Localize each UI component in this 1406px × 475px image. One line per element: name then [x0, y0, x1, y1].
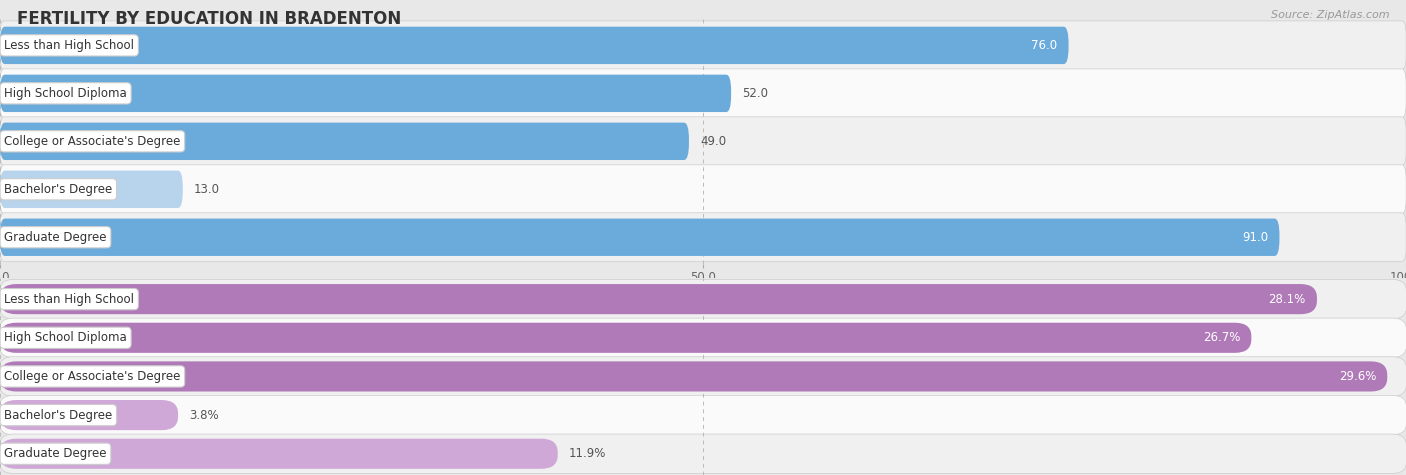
- FancyBboxPatch shape: [0, 439, 558, 469]
- Text: Less than High School: Less than High School: [4, 293, 134, 305]
- Text: High School Diploma: High School Diploma: [4, 87, 127, 100]
- FancyBboxPatch shape: [0, 395, 1406, 435]
- Text: 13.0: 13.0: [194, 183, 219, 196]
- FancyBboxPatch shape: [0, 318, 1406, 358]
- Text: 28.1%: 28.1%: [1268, 293, 1306, 305]
- Text: Bachelor's Degree: Bachelor's Degree: [4, 408, 112, 422]
- FancyBboxPatch shape: [0, 165, 1406, 214]
- FancyBboxPatch shape: [0, 357, 1406, 396]
- FancyBboxPatch shape: [0, 171, 183, 208]
- Text: Graduate Degree: Graduate Degree: [4, 231, 107, 244]
- FancyBboxPatch shape: [0, 213, 1406, 262]
- Text: 52.0: 52.0: [742, 87, 768, 100]
- Text: 49.0: 49.0: [700, 135, 727, 148]
- FancyBboxPatch shape: [0, 75, 731, 112]
- Text: Less than High School: Less than High School: [4, 39, 134, 52]
- Text: 29.6%: 29.6%: [1339, 370, 1376, 383]
- FancyBboxPatch shape: [0, 361, 1388, 391]
- FancyBboxPatch shape: [0, 218, 1279, 256]
- Text: Source: ZipAtlas.com: Source: ZipAtlas.com: [1271, 10, 1389, 20]
- FancyBboxPatch shape: [0, 27, 1069, 64]
- FancyBboxPatch shape: [0, 284, 1317, 314]
- Text: 11.9%: 11.9%: [569, 447, 606, 460]
- FancyBboxPatch shape: [0, 123, 689, 160]
- Text: 26.7%: 26.7%: [1202, 331, 1240, 344]
- Text: Graduate Degree: Graduate Degree: [4, 447, 107, 460]
- FancyBboxPatch shape: [0, 279, 1406, 319]
- Text: 91.0: 91.0: [1241, 231, 1268, 244]
- Text: Bachelor's Degree: Bachelor's Degree: [4, 183, 112, 196]
- FancyBboxPatch shape: [0, 434, 1406, 474]
- FancyBboxPatch shape: [0, 69, 1406, 118]
- FancyBboxPatch shape: [0, 21, 1406, 70]
- Text: FERTILITY BY EDUCATION IN BRADENTON: FERTILITY BY EDUCATION IN BRADENTON: [17, 10, 401, 28]
- FancyBboxPatch shape: [0, 117, 1406, 166]
- Text: 3.8%: 3.8%: [190, 408, 219, 422]
- FancyBboxPatch shape: [0, 400, 179, 430]
- Text: College or Associate's Degree: College or Associate's Degree: [4, 370, 180, 383]
- Text: 76.0: 76.0: [1031, 39, 1057, 52]
- FancyBboxPatch shape: [0, 323, 1251, 353]
- Text: College or Associate's Degree: College or Associate's Degree: [4, 135, 180, 148]
- Text: High School Diploma: High School Diploma: [4, 331, 127, 344]
